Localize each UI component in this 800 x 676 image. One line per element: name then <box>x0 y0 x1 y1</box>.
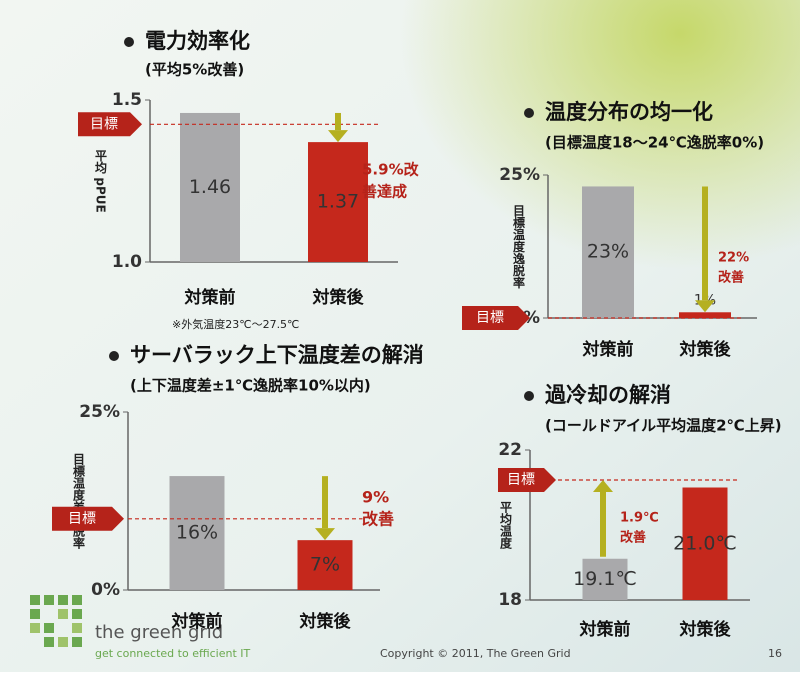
annotation: 改善 <box>620 530 646 546</box>
target-tag-label: 目標 <box>476 310 504 326</box>
category-label: 対策後 <box>679 619 732 640</box>
change-arrow-head <box>328 130 348 143</box>
annotation: 改善 <box>362 510 394 529</box>
y-tick-label: 25% <box>79 402 120 422</box>
y-axis-label: 目標温度逸脱率 <box>512 204 526 289</box>
chart-subtitle: (コールドアイル平均温度2℃上昇) <box>545 417 782 435</box>
annotation: 改善 <box>718 270 744 286</box>
change-arrow-head <box>315 528 335 541</box>
bar <box>169 476 225 590</box>
y-tick-label: 1.5 <box>112 90 142 110</box>
y-tick-label: 25% <box>499 165 540 185</box>
annotation: 9% <box>362 488 389 507</box>
bar <box>180 112 240 263</box>
target-tag <box>462 306 530 330</box>
chart-note: ※外気温度23℃～27.5℃ <box>172 317 299 331</box>
bullet <box>109 351 119 361</box>
annotation: 1.9℃ <box>620 511 659 526</box>
y-axis-label: 平均 pPUE <box>94 149 108 213</box>
target-tag-label: 目標 <box>68 511 96 527</box>
category-label: 対策前 <box>184 287 236 308</box>
chart-title: サーバラック上下温度差の解消 <box>130 343 424 367</box>
y-tick-label: 22 <box>498 440 522 460</box>
bar <box>582 186 634 318</box>
change-arrow-head <box>593 480 613 492</box>
category-label: 対策後 <box>312 287 365 308</box>
logo-text: the green grid <box>95 622 223 643</box>
bar <box>582 558 628 600</box>
chart-subtitle: (目標温度18～24℃逸脱率0%) <box>545 134 764 152</box>
value-label: 21.0℃ <box>673 532 737 554</box>
target-tag <box>78 112 142 137</box>
annotation: 善達成 <box>362 183 407 201</box>
value-label: 19.1℃ <box>573 568 637 590</box>
bar <box>682 487 728 600</box>
bar <box>297 540 353 590</box>
value-label: 16% <box>176 522 218 544</box>
chart-subtitle: (上下温度差±1℃逸脱率10%以内) <box>130 377 371 395</box>
value-label: 7% <box>310 554 340 576</box>
y-tick-label: 0% <box>91 580 120 600</box>
bullet <box>124 37 134 47</box>
category-label: 対策前 <box>171 611 223 632</box>
target-tag <box>498 468 556 492</box>
bullet <box>524 108 534 118</box>
target-tag-label: 目標 <box>507 472 535 488</box>
target-tag-label: 目標 <box>90 116 118 132</box>
category-label: 対策前 <box>582 339 634 360</box>
bullet <box>524 391 534 401</box>
annotation: 5.9%改 <box>362 161 420 179</box>
target-tag <box>52 506 124 531</box>
y-tick-label: 18 <box>498 590 522 610</box>
chart-title: 過冷却の解消 <box>545 383 671 407</box>
category-label: 対策後 <box>679 339 732 360</box>
category-label: 対策後 <box>299 611 352 632</box>
chart-title: 温度分布の均一化 <box>545 100 713 124</box>
value-label: 1.37 <box>317 191 359 213</box>
annotation: 22% <box>718 251 749 266</box>
value-label: 23% <box>587 241 629 263</box>
change-arrow-head <box>695 300 715 313</box>
category-label: 対策前 <box>579 619 631 640</box>
page-number: 16 <box>768 647 782 660</box>
chart-subtitle: (平均5%改善) <box>145 61 244 79</box>
y-axis-label: 平均温度 <box>499 501 513 550</box>
logo-grid <box>30 595 82 647</box>
bar <box>679 312 731 318</box>
copyright: Copyright © 2011, The Green Grid <box>380 647 571 660</box>
value-label: 1.46 <box>189 176 231 198</box>
y-axis-label: 目標温度差逸脱率 <box>72 453 86 550</box>
chart-title: 電力効率化 <box>145 29 250 53</box>
y-tick-label: 1.0 <box>112 252 142 272</box>
bar <box>308 142 368 262</box>
tagline: get connected to efficient IT <box>95 647 250 660</box>
